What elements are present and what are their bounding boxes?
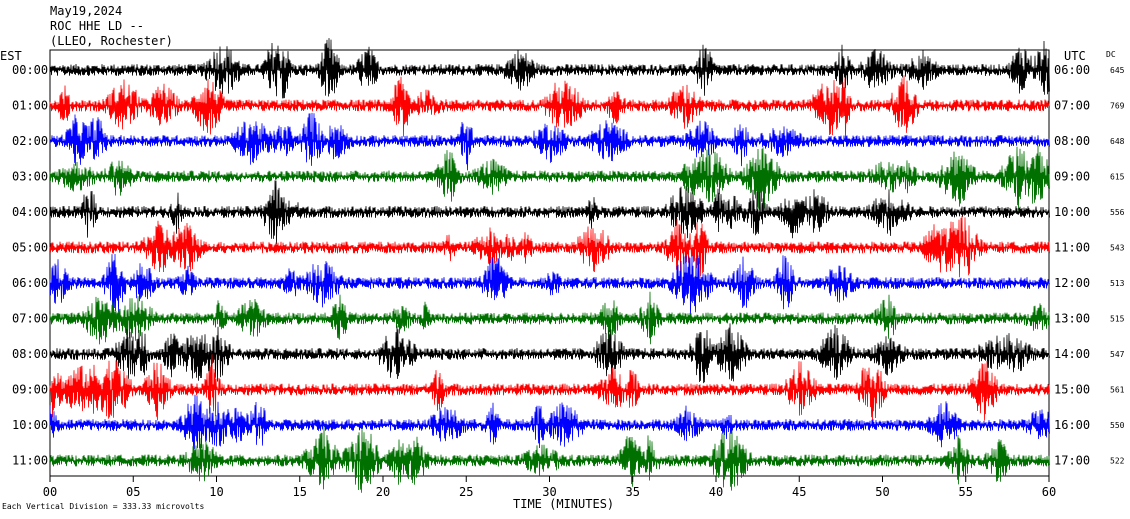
trace-row-6 (49, 253, 1050, 318)
est-time-label: 09:00 (12, 383, 48, 397)
utc-time-label: 15:00 (1054, 383, 1090, 397)
dc-offset-label: 769 (1110, 102, 1125, 111)
x-tick-label: 45 (792, 485, 806, 499)
trace-row-5 (49, 215, 1050, 278)
x-tick-label: 25 (459, 485, 473, 499)
dc-axis-label: DC (1106, 50, 1116, 59)
dc-offset-label: 556 (1110, 208, 1125, 217)
dc-offset-label: 543 (1110, 244, 1125, 253)
dc-offset-label: 648 (1110, 137, 1125, 146)
trace-row-3 (49, 145, 1050, 211)
utc-time-label: 10:00 (1054, 205, 1090, 219)
utc-time-label: 09:00 (1054, 170, 1090, 184)
est-time-label: 05:00 (12, 241, 48, 255)
x-tick-label: 30 (542, 485, 556, 499)
dc-offset-label: 615 (1110, 173, 1125, 182)
trace-row-4 (49, 180, 1050, 245)
est-time-label: 02:00 (12, 134, 48, 148)
x-tick-label: 20 (376, 485, 390, 499)
trace-row-2 (49, 112, 1050, 171)
trace-row-8 (49, 323, 1050, 384)
x-tick-label: 60 (1042, 485, 1056, 499)
est-axis-label: EST (0, 49, 22, 63)
chart-date: May19,2024 (50, 4, 122, 18)
dc-offset-label: 550 (1110, 421, 1125, 430)
est-time-label: 03:00 (12, 170, 48, 184)
x-axis-title: TIME (MINUTES) (513, 497, 614, 511)
x-tick-label: 40 (709, 485, 723, 499)
trace-row-11 (49, 425, 1050, 493)
utc-time-label: 12:00 (1054, 276, 1090, 290)
x-tick-label: 00 (43, 485, 57, 499)
seismic-traces (49, 38, 1050, 493)
dc-offset-label: 513 (1110, 279, 1125, 288)
utc-time-label: 14:00 (1054, 347, 1090, 361)
est-time-label: 04:00 (12, 205, 48, 219)
trace-row-9 (49, 354, 1050, 421)
row-labels: 00:00 06:00 645 01:00 07:00 769 02:00 08:00 648 0… (12, 63, 1125, 468)
est-time-label: 00:00 (12, 63, 48, 77)
trace-row-1 (49, 75, 1050, 141)
est-time-label: 10:00 (12, 418, 48, 432)
x-tick-label: 50 (875, 485, 889, 499)
dc-offset-label: 522 (1110, 457, 1125, 466)
location-label: (LLEO, Rochester) (50, 34, 173, 48)
dc-offset-label: 561 (1110, 386, 1125, 395)
est-time-label: 08:00 (12, 347, 48, 361)
utc-axis-label: UTC (1064, 49, 1086, 63)
x-tick-label: 10 (209, 485, 223, 499)
trace-row-10 (49, 394, 1050, 451)
trace-row-7 (49, 291, 1050, 345)
utc-time-label: 16:00 (1054, 418, 1090, 432)
dc-offset-label: 645 (1110, 66, 1125, 75)
utc-time-label: 13:00 (1054, 312, 1090, 326)
dc-offset-label: 515 (1110, 315, 1125, 324)
station-label: ROC HHE LD -- (50, 19, 144, 33)
dc-offset-label: 547 (1110, 350, 1125, 359)
utc-time-label: 11:00 (1054, 241, 1090, 255)
est-time-label: 06:00 (12, 276, 48, 290)
est-time-label: 07:00 (12, 312, 48, 326)
x-tick-label: 15 (293, 485, 307, 499)
x-tick-label: 55 (959, 485, 973, 499)
utc-time-label: 07:00 (1054, 99, 1090, 113)
utc-time-label: 17:00 (1054, 454, 1090, 468)
x-tick-label: 35 (626, 485, 640, 499)
utc-time-label: 08:00 (1054, 134, 1090, 148)
x-axis: 00 05 10 15 20 25 30 35 40 45 50 55 60 (43, 476, 1056, 499)
est-time-label: 11:00 (12, 454, 48, 468)
est-time-label: 01:00 (12, 99, 48, 113)
trace-row-0 (49, 38, 1050, 99)
scale-footnote: Each Vertical Division = 333.33 microvol… (2, 502, 204, 511)
x-tick-label: 05 (126, 485, 140, 499)
utc-time-label: 06:00 (1054, 63, 1090, 77)
